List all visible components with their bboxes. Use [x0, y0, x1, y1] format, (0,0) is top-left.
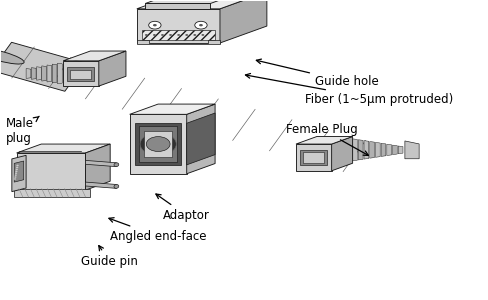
Circle shape — [194, 21, 207, 29]
Circle shape — [144, 34, 147, 36]
Polygon shape — [58, 63, 62, 84]
Text: Female Plug: Female Plug — [285, 123, 367, 155]
Text: Adaptor: Adaptor — [156, 194, 209, 222]
Circle shape — [16, 169, 18, 170]
Polygon shape — [63, 61, 99, 86]
Polygon shape — [380, 143, 385, 156]
Ellipse shape — [114, 184, 119, 188]
Circle shape — [16, 165, 19, 166]
Circle shape — [16, 167, 19, 168]
Polygon shape — [143, 131, 172, 158]
Polygon shape — [404, 141, 418, 159]
Circle shape — [15, 170, 18, 172]
Polygon shape — [303, 152, 323, 163]
Circle shape — [146, 136, 170, 152]
Polygon shape — [145, 4, 210, 9]
Polygon shape — [299, 150, 326, 166]
Polygon shape — [12, 155, 26, 192]
Circle shape — [153, 24, 157, 26]
Text: Male
plug: Male plug — [6, 116, 39, 145]
Polygon shape — [220, 0, 266, 43]
Polygon shape — [358, 140, 362, 160]
Polygon shape — [363, 141, 368, 159]
Circle shape — [193, 34, 196, 36]
Polygon shape — [352, 139, 357, 161]
Circle shape — [161, 34, 163, 36]
Polygon shape — [52, 64, 57, 83]
Text: Fiber (1~5μm protruded): Fiber (1~5μm protruded) — [245, 74, 452, 106]
Polygon shape — [14, 189, 90, 197]
Polygon shape — [397, 146, 402, 154]
Circle shape — [14, 176, 17, 178]
Circle shape — [177, 34, 180, 36]
Polygon shape — [31, 68, 36, 79]
Circle shape — [15, 172, 17, 174]
Polygon shape — [70, 70, 91, 79]
Polygon shape — [331, 136, 352, 171]
Polygon shape — [295, 136, 352, 144]
Polygon shape — [145, 0, 257, 4]
Circle shape — [14, 178, 16, 180]
Polygon shape — [137, 40, 220, 44]
Polygon shape — [135, 123, 181, 165]
Circle shape — [15, 174, 17, 176]
Circle shape — [169, 34, 172, 36]
Text: Guide hole: Guide hole — [256, 59, 378, 88]
Polygon shape — [137, 0, 266, 9]
Polygon shape — [369, 142, 374, 158]
Circle shape — [153, 34, 156, 36]
Polygon shape — [41, 66, 46, 81]
Circle shape — [185, 34, 188, 36]
Polygon shape — [47, 65, 52, 82]
Polygon shape — [17, 144, 110, 153]
Circle shape — [199, 24, 203, 26]
Polygon shape — [129, 104, 215, 114]
Polygon shape — [85, 160, 116, 166]
Polygon shape — [17, 153, 85, 190]
Polygon shape — [14, 161, 24, 182]
Polygon shape — [295, 144, 331, 171]
Polygon shape — [386, 144, 391, 155]
Polygon shape — [85, 182, 116, 188]
Polygon shape — [99, 51, 126, 86]
Polygon shape — [26, 69, 31, 78]
Ellipse shape — [0, 49, 24, 64]
Polygon shape — [392, 145, 396, 154]
Text: Guide pin: Guide pin — [81, 246, 138, 268]
Circle shape — [201, 34, 204, 36]
Polygon shape — [186, 104, 215, 174]
Circle shape — [140, 133, 176, 155]
Polygon shape — [139, 126, 177, 162]
Polygon shape — [63, 51, 126, 61]
Circle shape — [148, 21, 161, 29]
Polygon shape — [375, 142, 379, 157]
Polygon shape — [37, 67, 41, 80]
Polygon shape — [186, 113, 215, 165]
Polygon shape — [137, 9, 220, 43]
Polygon shape — [85, 144, 110, 190]
Ellipse shape — [114, 163, 119, 166]
Polygon shape — [129, 114, 186, 174]
Polygon shape — [67, 67, 94, 81]
Polygon shape — [0, 42, 85, 91]
Text: Angled end-face: Angled end-face — [109, 218, 206, 243]
Polygon shape — [141, 30, 215, 40]
